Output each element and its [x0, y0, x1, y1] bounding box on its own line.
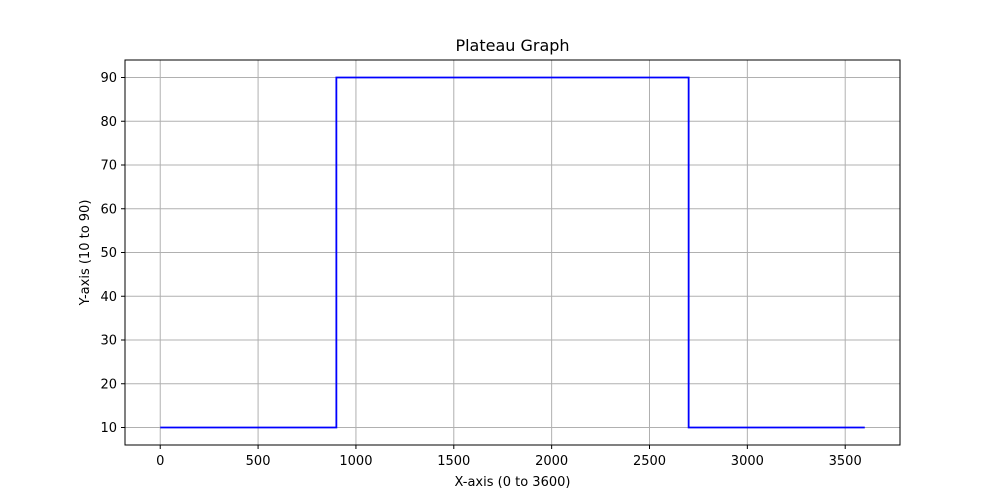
x-tick-label: 3000: [731, 454, 764, 469]
x-tick-label: 0: [156, 454, 164, 469]
y-tick-label: 70: [100, 159, 117, 174]
y-tick-label: 20: [100, 377, 117, 392]
chart-title: Plateau Graph: [455, 36, 569, 55]
y-tick-label: 60: [100, 202, 117, 217]
y-tick-label: 80: [100, 115, 117, 130]
series-line: [160, 76, 865, 429]
x-tick-label: 1500: [437, 454, 470, 469]
x-tick-label: 2500: [633, 454, 666, 469]
y-tick-label: 50: [100, 246, 117, 261]
x-tick-label: 1000: [339, 454, 372, 469]
series-layer: [160, 76, 865, 429]
ticks: 0 500 1000 1500 2000 2500 3000 3500 10 20 30 40 50 60…: [100, 71, 861, 469]
y-tick-label: 90: [100, 71, 117, 86]
x-tick-label: 3500: [829, 454, 862, 469]
x-tick-label: 2000: [535, 454, 568, 469]
x-axis-title: X-axis (0 to 3600): [455, 475, 571, 490]
y-tick-label: 40: [100, 290, 117, 305]
x-tick-label: 500: [246, 454, 271, 469]
y-tick-label: 10: [100, 421, 117, 436]
grid: [125, 60, 900, 445]
y-axis-title: Y-axis (10 to 90): [78, 200, 93, 307]
y-tick-label: 30: [100, 334, 117, 349]
